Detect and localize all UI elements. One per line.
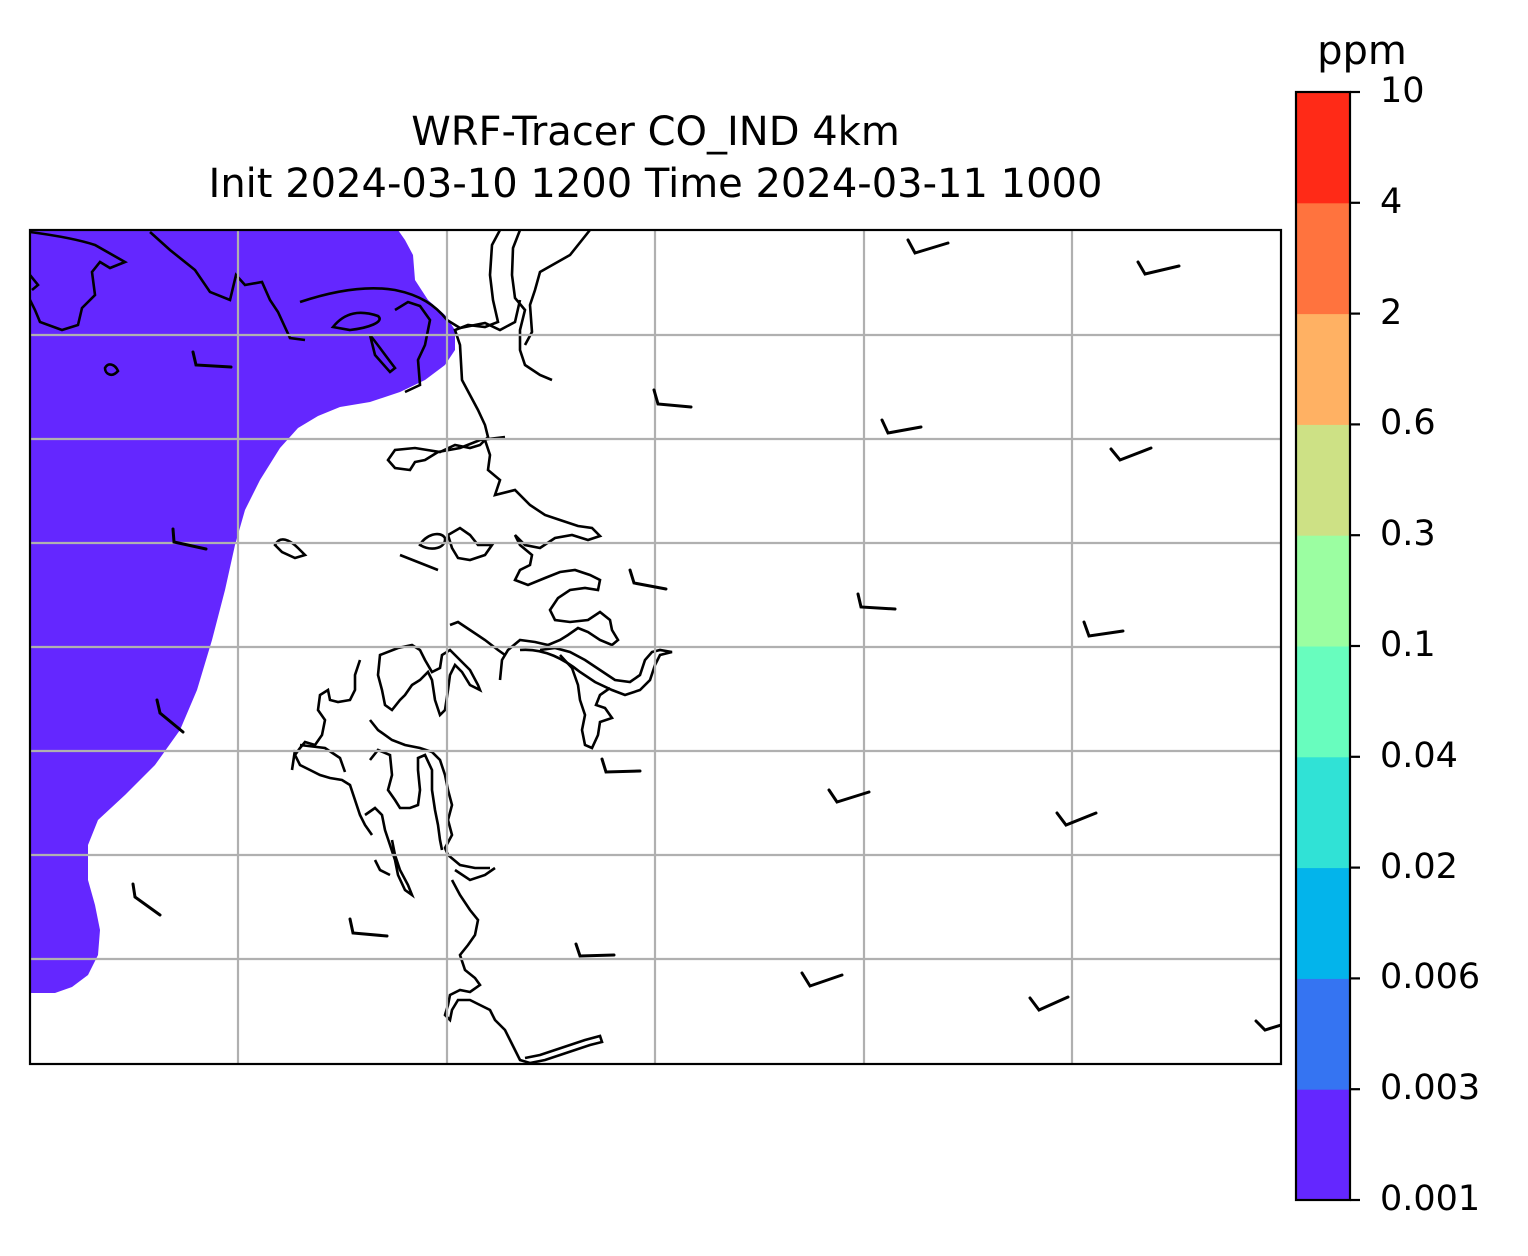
wind-barb <box>856 592 897 611</box>
coastline-islands <box>273 526 604 1064</box>
map-title: WRF-Tracer CO_IND 4km Init 2024-03-10 12… <box>30 106 1281 210</box>
wind-barb <box>171 527 208 551</box>
colorbar-segment <box>1296 756 1350 869</box>
map-frame <box>28 228 1283 1066</box>
colorbar-segment <box>1296 313 1350 425</box>
wind-barb <box>348 917 389 938</box>
wind-barb <box>600 757 642 774</box>
title-line-1: WRF-Tracer CO_IND 4km <box>411 109 900 155</box>
colorbar-tick-label: 10 <box>1380 71 1425 111</box>
wind-barb <box>191 350 233 369</box>
map-gridlines <box>30 230 1281 1064</box>
wind-barb <box>574 942 616 958</box>
colorbar-tick-label: 0.02 <box>1380 846 1458 887</box>
colorbar-tick-label: 4 <box>1380 181 1403 222</box>
wind-barb <box>880 418 923 435</box>
coastline-estuary <box>386 230 673 750</box>
colorbar-tick-label: 0.003 <box>1380 1068 1481 1109</box>
colorbar-segment <box>1296 1089 1350 1201</box>
wind-barb <box>1055 811 1098 827</box>
colorbar-segment <box>1296 92 1350 204</box>
coastline-northwest <box>30 230 522 394</box>
colorbar-tick-label: 0.006 <box>1380 957 1481 998</box>
colorbar-segment <box>1296 978 1350 1090</box>
wind-barb <box>1109 446 1153 462</box>
wind-barb <box>652 388 693 409</box>
colorbar-unit: ppm <box>1317 28 1407 74</box>
colorbar-segment <box>1296 867 1350 979</box>
colorbar-tick-label: 0.04 <box>1380 735 1458 776</box>
wind-barb <box>906 238 950 255</box>
colorbar-segment <box>1296 646 1350 758</box>
tracer-plume <box>30 230 455 993</box>
colorbar-segment <box>1296 202 1350 315</box>
colorbar-segment <box>1296 424 1350 536</box>
colorbar-tick-label: 0.6 <box>1380 403 1436 444</box>
wind-barb <box>628 568 668 591</box>
colorbar-tick-label: 0.001 <box>1380 1179 1481 1219</box>
colorbar <box>1294 90 1360 1202</box>
wind-barb <box>800 971 844 988</box>
wind-barb <box>155 698 185 734</box>
colorbar-tick-label: 2 <box>1380 292 1403 333</box>
colorbar-tick-label: 0.3 <box>1380 514 1436 555</box>
wind-barbs <box>131 238 1281 1032</box>
wind-barb <box>131 882 162 917</box>
wind-barb <box>1136 260 1181 276</box>
wind-barb <box>1082 620 1125 638</box>
title-line-2: Init 2024-03-10 1200 Time 2024-03-11 100… <box>208 161 1103 207</box>
wind-barb <box>1028 995 1070 1012</box>
colorbar-tick-label: 0.1 <box>1380 625 1436 665</box>
colorbar-segment <box>1296 535 1350 647</box>
wind-barb <box>1254 1019 1281 1032</box>
wind-barb <box>827 788 871 804</box>
